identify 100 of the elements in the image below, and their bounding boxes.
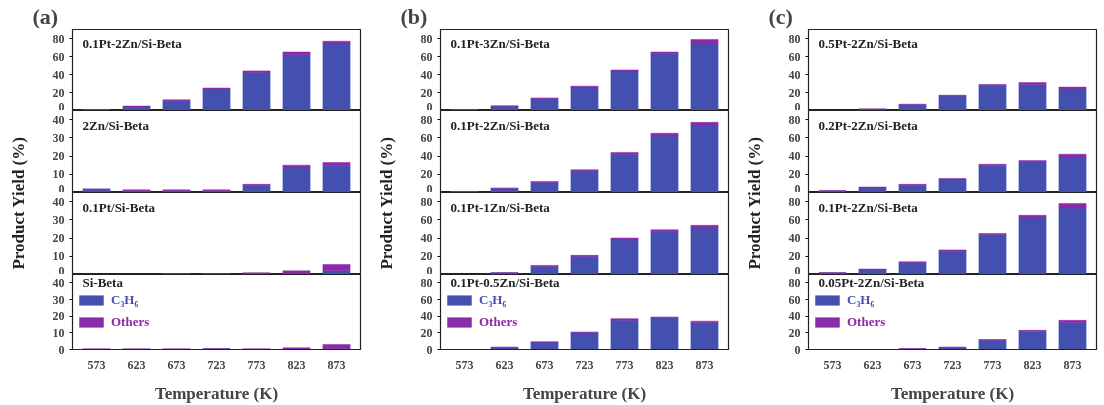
x-tick-label: 623 — [863, 357, 882, 372]
y-tick-label: 40 — [52, 275, 65, 290]
y-tick-label: 40 — [420, 67, 433, 82]
y-tick-label: 40 — [52, 112, 65, 127]
y-tick-label: 80 — [52, 31, 65, 46]
chart-title: (c) — [768, 3, 793, 29]
y-tick-label: 80 — [788, 31, 801, 46]
y-tick-label: 20 — [52, 85, 65, 100]
y-tick-label: 80 — [420, 112, 433, 127]
x-axis-title: Temperature (K) — [154, 383, 279, 403]
y-tick-label: 60 — [788, 212, 801, 227]
y-axis-title: Product Yield (%) — [377, 137, 396, 270]
y-tick-label: 20 — [420, 325, 433, 340]
x-tick-label: 823 — [1023, 357, 1042, 372]
legend-label: Others — [847, 314, 886, 330]
y-tick-label: 80 — [788, 112, 801, 127]
x-tick-label: 773 — [983, 357, 1002, 372]
y-tick-label: 0 — [426, 342, 433, 357]
annotation: 0.1Pt-2Zn/Si-Beta — [450, 117, 551, 133]
y-tick-label: 0 — [426, 181, 433, 196]
y-tick-label: 60 — [788, 130, 801, 145]
y-tick-label: 60 — [420, 292, 433, 307]
y-tick-label: 40 — [52, 194, 65, 209]
y-tick-label: 60 — [420, 49, 433, 64]
y-tick-label: 60 — [788, 49, 801, 64]
annotation: 0.1Pt-2Zn/Si-Beta — [82, 35, 183, 51]
y-tick-label: 0 — [794, 263, 801, 278]
y-tick-label: 20 — [788, 85, 801, 100]
y-tick-label: 20 — [788, 167, 801, 182]
y-tick-label: 20 — [420, 249, 433, 264]
y-tick-label: 60 — [420, 130, 433, 145]
y-tick-label: 0 — [794, 99, 801, 114]
y-tick-label: 20 — [52, 149, 65, 164]
annotation: 2Zn/Si-Beta — [82, 117, 150, 133]
y-tick-label: 80 — [420, 194, 433, 209]
y-tick-label: 40 — [52, 67, 65, 82]
y-tick-label: 0 — [426, 99, 433, 114]
y-tick-label: 20 — [420, 167, 433, 182]
y-tick-label: 0 — [426, 263, 433, 278]
annotation: 0.5Pt-2Zn/Si-Beta — [818, 35, 919, 51]
x-tick-label: 823 — [287, 357, 306, 372]
y-tick-label: 10 — [52, 249, 65, 264]
x-tick-label: 673 — [903, 357, 922, 372]
y-tick-label: 80 — [788, 194, 801, 209]
y-tick-label: 0 — [794, 342, 801, 357]
y-tick-label: 0 — [58, 99, 65, 114]
x-tick-label: 773 — [247, 357, 266, 372]
x-tick-label: 623 — [495, 357, 514, 372]
annotation: 0.1Pt-2Zn/Si-Beta — [818, 199, 919, 215]
x-tick-label: 773 — [615, 357, 634, 372]
y-tick-label: 10 — [52, 325, 65, 340]
y-axis-title: Product Yield (%) — [9, 137, 28, 270]
y-tick-label: 60 — [420, 212, 433, 227]
y-tick-label: 80 — [420, 275, 433, 290]
x-tick-label: 673 — [535, 357, 554, 372]
annotation: 0.1Pt-0.5Zn/Si-Beta — [450, 274, 561, 290]
chart-title: (b) — [400, 3, 428, 29]
y-tick-label: 0 — [58, 181, 65, 196]
y-tick-label: 40 — [420, 309, 433, 324]
y-tick-label: 40 — [788, 149, 801, 164]
y-tick-label: 80 — [788, 275, 801, 290]
y-tick-label: 40 — [788, 67, 801, 82]
y-tick-label: 80 — [420, 31, 433, 46]
chart-title: (a) — [32, 3, 59, 29]
x-tick-label: 873 — [327, 357, 346, 372]
x-tick-label: 623 — [127, 357, 146, 372]
y-tick-label: 20 — [788, 325, 801, 340]
y-tick-label: 0 — [58, 342, 65, 357]
legend-label: Others — [479, 314, 518, 330]
y-tick-label: 40 — [420, 149, 433, 164]
y-axis-title: Product Yield (%) — [745, 137, 764, 270]
y-tick-label: 60 — [52, 49, 65, 64]
y-tick-label: 0 — [58, 263, 65, 278]
annotation: 0.05Pt-2Zn/Si-Beta — [818, 274, 925, 290]
annotation: Si-Beta — [82, 274, 124, 290]
y-tick-label: 40 — [420, 231, 433, 246]
annotation: 0.2Pt-2Zn/Si-Beta — [818, 117, 919, 133]
x-tick-label: 873 — [695, 357, 714, 372]
y-tick-label: 40 — [788, 231, 801, 246]
y-tick-label: 20 — [420, 85, 433, 100]
annotation: 0.1Pt/Si-Beta — [82, 199, 156, 215]
legend-label: C₃H₆ — [479, 292, 507, 308]
legend-label: C₃H₆ — [847, 292, 875, 308]
y-tick-label: 0 — [794, 181, 801, 196]
x-tick-label: 723 — [943, 357, 962, 372]
x-tick-label: 823 — [655, 357, 674, 372]
y-tick-label: 10 — [52, 167, 65, 182]
y-tick-label: 30 — [52, 212, 65, 227]
x-tick-label: 573 — [823, 357, 842, 372]
y-tick-label: 30 — [52, 130, 65, 145]
x-tick-label: 723 — [207, 357, 226, 372]
x-tick-label: 673 — [167, 357, 186, 372]
y-tick-label: 40 — [788, 309, 801, 324]
x-tick-label: 573 — [87, 357, 106, 372]
legend-label: Others — [111, 314, 150, 330]
y-tick-label: 20 — [52, 231, 65, 246]
x-axis-title: Temperature (K) — [890, 383, 1015, 403]
annotation: 0.1Pt-3Zn/Si-Beta — [450, 35, 551, 51]
x-tick-label: 873 — [1063, 357, 1082, 372]
legend-label: C₃H₆ — [111, 292, 139, 308]
